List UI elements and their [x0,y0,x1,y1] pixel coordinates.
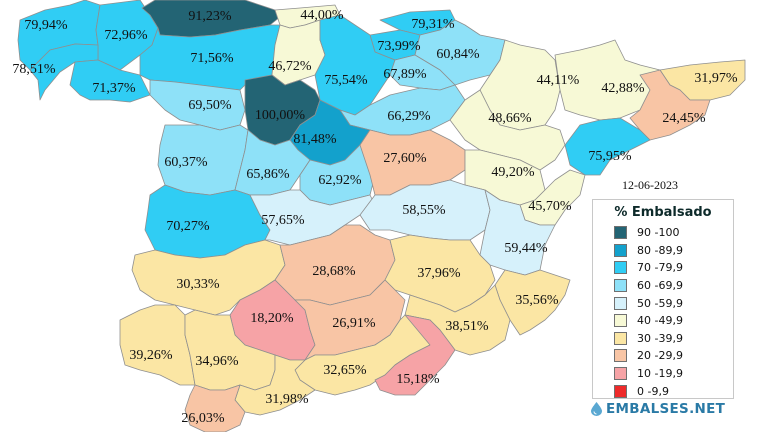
region-value-label: 42,88% [601,81,645,96]
province-huelva [119,304,196,386]
region-value-label: 45,70% [528,199,572,214]
legend-item: 20 -29,9 [614,347,733,365]
region-value-label: 66,29% [387,109,431,124]
region-value-label: 79,94% [24,18,68,33]
brand-logo: EMBALSES.NET [591,401,725,417]
legend: % Embalsado 90 -100 80 -89,9 70 -79,9 60 -6… [592,199,734,399]
legend-swatch [614,243,627,257]
region-value-label: 38,51% [445,319,489,334]
region-value-label: 44,11% [536,73,580,88]
region-value-label: 30,33% [176,277,220,292]
region-value-label: 67,89% [383,67,427,82]
region-value-label: 73,99% [377,39,421,54]
legend-swatch [614,349,627,363]
region-value-label: 81,48% [293,132,337,147]
legend-item: 10 -19,9 [614,365,733,383]
legend-label: 90 -100 [637,226,680,240]
region-value-label: 75,95% [588,149,632,164]
region-value-label: 15,18% [396,372,440,387]
region-value-label: 60,84% [436,47,480,62]
legend-title: % Embalsado [614,205,712,220]
region-value-label: 27,60% [383,151,427,166]
legend-label: 10 -19,9 [637,367,683,381]
legend-label: 30 -39,9 [637,331,683,345]
region-value-label: 72,96% [104,28,148,43]
province-avila [234,129,311,196]
province-barcelona [629,69,711,141]
region-value-label: 71,37% [92,81,136,96]
region-value-label: 70,27% [166,219,210,234]
legend-label: 70 -79,9 [637,261,683,275]
region-value-label: 46,72% [268,59,312,74]
region-value-label: 35,56% [515,293,559,308]
legend-label: 50 -59,9 [637,296,683,310]
region-value-label: 31,97% [694,71,738,86]
region-value-label: 18,20% [250,311,294,326]
legend-swatch [614,331,627,345]
legend-item: 30 -39,9 [614,330,733,348]
legend-item: 40 -49,9 [614,312,733,330]
province-malaga [234,354,316,416]
map-date: 12-06-2023 [622,178,678,192]
legend-label: 60 -69,9 [637,279,683,293]
region-value-label: 59,44% [504,241,548,256]
region-value-label: 28,68% [312,264,356,279]
legend-swatch [614,384,627,398]
region-value-label: 71,56% [190,51,234,66]
region-value-label: 32,65% [323,363,367,378]
brand-name: EMBALSES.NET [606,401,726,417]
region-value-label: 62,92% [318,173,362,188]
region-value-label: 26,91% [332,316,376,331]
region-value-label: 58,55% [402,203,446,218]
province-almeria [374,314,456,396]
region-value-label: 75,54% [324,73,368,88]
province-tarragona [564,117,651,176]
region-value-label: 24,45% [662,111,706,126]
legend-swatch [614,296,627,310]
region-value-label: 39,26% [129,348,173,363]
region-value-label: 78,51% [12,62,56,77]
legend-swatch [614,314,627,328]
region-value-label: 79,31% [411,17,455,32]
legend-swatch [614,279,627,293]
region-value-label: 26,03% [181,411,225,426]
region-value-label: 49,20% [491,165,535,180]
region-value-label: 57,65% [261,213,305,228]
legend-label: 20 -29,9 [637,349,683,363]
legend-item: 50 -59,9 [614,294,733,312]
legend-item: 80 -89,9 [614,242,733,260]
water-drop-icon [591,402,602,416]
legend-item: 60 -69,9 [614,277,733,295]
province-cadiz [184,384,246,432]
legend-item: 70 -79,9 [614,259,733,277]
legend-label: 40 -49,9 [637,314,683,328]
legend-item: 0 -9,9 [614,382,733,400]
legend-swatch [614,226,627,240]
legend-label: 0 -9,9 [637,384,669,398]
region-value-label: 100,00% [254,108,306,123]
region-value-label: 65,86% [246,167,290,182]
province-ourense [69,59,151,103]
legend-item: 90 -100 [614,224,733,242]
region-value-label: 48,66% [488,111,532,126]
legend-items: 90 -100 80 -89,9 70 -79,9 60 -69,9 50 -59,9 4… [593,224,733,400]
region-value-label: 44,00% [300,8,344,23]
region-value-label: 37,96% [417,266,461,281]
legend-swatch [614,261,627,275]
region-value-label: 31,98% [265,392,309,407]
region-value-label: 91,23% [188,9,232,24]
region-value-label: 34,96% [195,354,239,369]
legend-swatch [614,367,627,381]
region-value-label: 69,50% [188,98,232,113]
region-value-label: 60,37% [164,155,208,170]
legend-label: 80 -89,9 [637,243,683,257]
